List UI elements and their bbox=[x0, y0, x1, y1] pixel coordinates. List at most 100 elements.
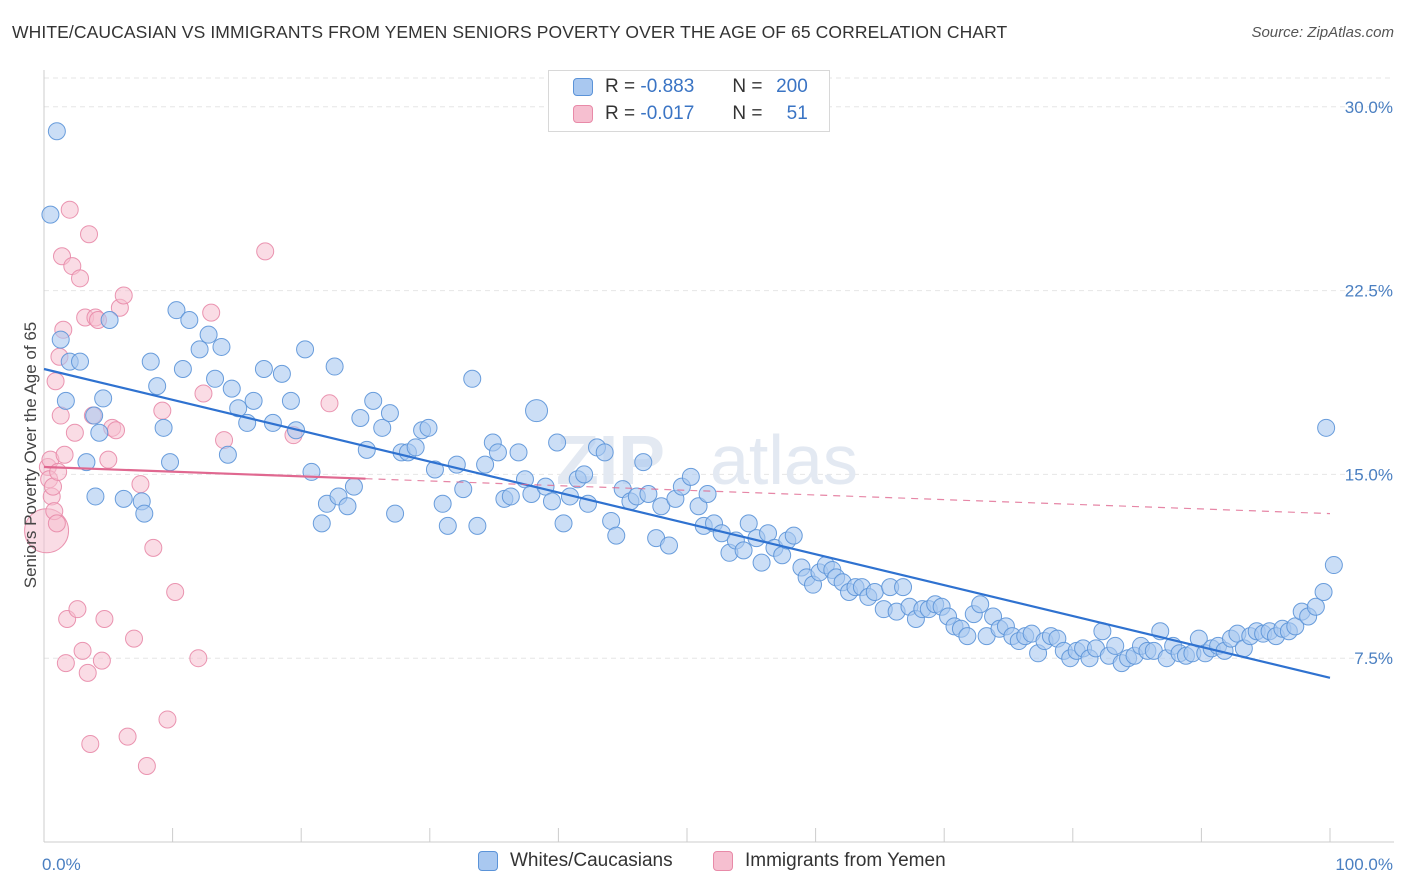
white-point bbox=[1106, 636, 1125, 655]
white-point bbox=[114, 489, 133, 508]
white-point bbox=[971, 595, 990, 614]
white-point bbox=[438, 516, 457, 535]
yemen-point bbox=[56, 654, 75, 673]
legend-row-white: R = -0.883 N = 200 bbox=[573, 74, 808, 100]
white-point bbox=[501, 487, 520, 506]
legend-swatch-yemen bbox=[573, 105, 593, 123]
white-point bbox=[51, 330, 70, 349]
white-point bbox=[222, 379, 241, 398]
legend-n-value-yemen: 51 bbox=[786, 103, 808, 124]
white-point bbox=[190, 340, 209, 359]
white-point bbox=[1306, 597, 1325, 616]
series-legend-white: Whites/Caucasians bbox=[478, 850, 673, 872]
yemen-point bbox=[158, 710, 177, 729]
white-point bbox=[607, 526, 626, 545]
white-point bbox=[199, 325, 218, 344]
yemen-point bbox=[118, 727, 137, 746]
yemen-points bbox=[24, 200, 339, 776]
yemen-point bbox=[95, 609, 114, 628]
yemen-point bbox=[49, 462, 68, 481]
yemen-point bbox=[320, 394, 339, 413]
legend-r-value-yemen: -0.017 bbox=[640, 103, 695, 124]
white-point bbox=[406, 438, 425, 457]
yemen-point bbox=[215, 431, 234, 450]
legend-n-label-yemen: N = bbox=[732, 103, 763, 124]
white-point bbox=[161, 453, 180, 472]
yemen-point bbox=[166, 583, 185, 602]
series-swatch-white bbox=[478, 851, 498, 871]
yemen-point bbox=[55, 445, 74, 464]
white-point bbox=[206, 369, 225, 388]
white-point bbox=[463, 369, 482, 388]
white-point bbox=[1314, 583, 1333, 602]
white-point bbox=[344, 477, 363, 496]
white-point bbox=[272, 364, 291, 383]
yemen-point bbox=[202, 303, 221, 322]
white-trend-line bbox=[43, 367, 1331, 679]
y-tick-label: 30.0% bbox=[1345, 98, 1393, 117]
white-point bbox=[77, 453, 96, 472]
white-point bbox=[325, 357, 344, 376]
series-legend: Whites/Caucasians Immigrants from Yemen bbox=[0, 850, 1406, 878]
legend-r-label-white: R = bbox=[605, 76, 636, 97]
white-point bbox=[476, 455, 495, 474]
yemen-point bbox=[81, 734, 100, 753]
series-label-yemen: Immigrants from Yemen bbox=[745, 850, 946, 871]
yemen-point bbox=[80, 225, 99, 244]
white-point bbox=[652, 497, 671, 516]
watermark-atlas: atlas bbox=[710, 421, 858, 499]
white-point bbox=[94, 389, 113, 408]
yemen-point bbox=[131, 475, 150, 494]
white-points bbox=[41, 122, 1343, 673]
white-point bbox=[167, 301, 186, 320]
legend-n-value-white: 200 bbox=[776, 76, 808, 97]
white-point bbox=[90, 423, 109, 442]
white-point bbox=[509, 443, 528, 462]
y-tick-label: 7.5% bbox=[1354, 649, 1393, 668]
white-point bbox=[894, 578, 913, 597]
white-point bbox=[433, 494, 452, 513]
yemen-point bbox=[99, 450, 118, 469]
white-point bbox=[1317, 418, 1336, 437]
white-point bbox=[681, 467, 700, 486]
yemen-point bbox=[153, 401, 172, 420]
white-point bbox=[595, 443, 614, 462]
white-point bbox=[148, 377, 167, 396]
white-point bbox=[380, 404, 399, 423]
white-point bbox=[244, 391, 263, 410]
y-tick-label: 22.5% bbox=[1345, 282, 1393, 301]
white-point bbox=[364, 391, 383, 410]
white-point bbox=[634, 453, 653, 472]
white-point bbox=[698, 484, 717, 503]
white-point bbox=[1324, 556, 1343, 575]
series-label-white: Whites/Caucasians bbox=[510, 850, 673, 871]
yemen-point bbox=[46, 372, 65, 391]
yemen-point bbox=[92, 651, 111, 670]
correlation-legend: R = -0.883 N = 200 R = -0.017 N = 51 bbox=[548, 70, 830, 132]
legend-row-yemen: R = -0.017 N = 51 bbox=[573, 101, 808, 127]
yemen-point bbox=[65, 423, 84, 442]
white-point bbox=[135, 504, 154, 523]
white-point bbox=[454, 480, 473, 499]
white-point bbox=[554, 514, 573, 533]
white-point bbox=[218, 445, 237, 464]
yemen-point bbox=[71, 269, 90, 288]
white-point bbox=[525, 399, 549, 423]
white-point bbox=[548, 433, 567, 452]
white-point bbox=[86, 487, 105, 506]
white-point bbox=[212, 337, 231, 356]
yemen-point bbox=[78, 663, 97, 682]
white-point bbox=[659, 536, 678, 555]
white-point bbox=[173, 359, 192, 378]
white-point bbox=[85, 406, 104, 425]
yemen-point bbox=[47, 514, 66, 533]
white-point bbox=[100, 310, 119, 329]
white-point bbox=[351, 409, 370, 428]
white-point bbox=[752, 553, 771, 572]
white-point bbox=[542, 492, 561, 511]
x-tick-label: 0.0% bbox=[42, 855, 81, 874]
white-point bbox=[468, 516, 487, 535]
yemen-point bbox=[114, 286, 133, 305]
yemen-point bbox=[144, 538, 163, 557]
